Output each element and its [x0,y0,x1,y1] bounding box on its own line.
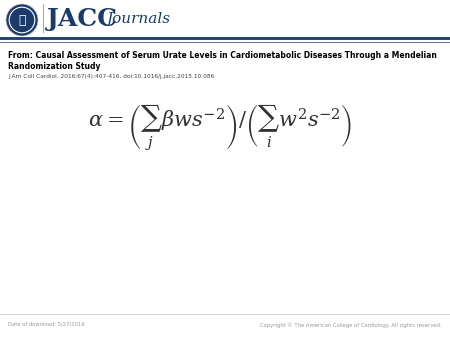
Circle shape [6,4,38,36]
Text: From: Causal Assessment of Serum Urate Levels in Cardiometabolic Diseases Throug: From: Causal Assessment of Serum Urate L… [8,51,437,60]
Text: J Am Coll Cardiol. 2016;67(4):407-416. doi:10.1016/j.jacc.2015.10.086: J Am Coll Cardiol. 2016;67(4):407-416. d… [8,74,214,79]
Text: Journals: Journals [107,12,171,26]
Text: $\alpha = \left(\sum_j \beta w s^{-2}\right)/\left(\sum_i w^2 s^{-2}\right)$: $\alpha = \left(\sum_j \beta w s^{-2}\ri… [88,103,352,153]
Text: 🌐: 🌐 [18,14,26,26]
Text: Randomization Study: Randomization Study [8,62,100,71]
Text: JACC: JACC [47,7,118,31]
Text: Date of download: 5/27/2016: Date of download: 5/27/2016 [8,322,85,327]
Text: Copyright © The American College of Cardiology. All rights reserved.: Copyright © The American College of Card… [261,322,442,328]
